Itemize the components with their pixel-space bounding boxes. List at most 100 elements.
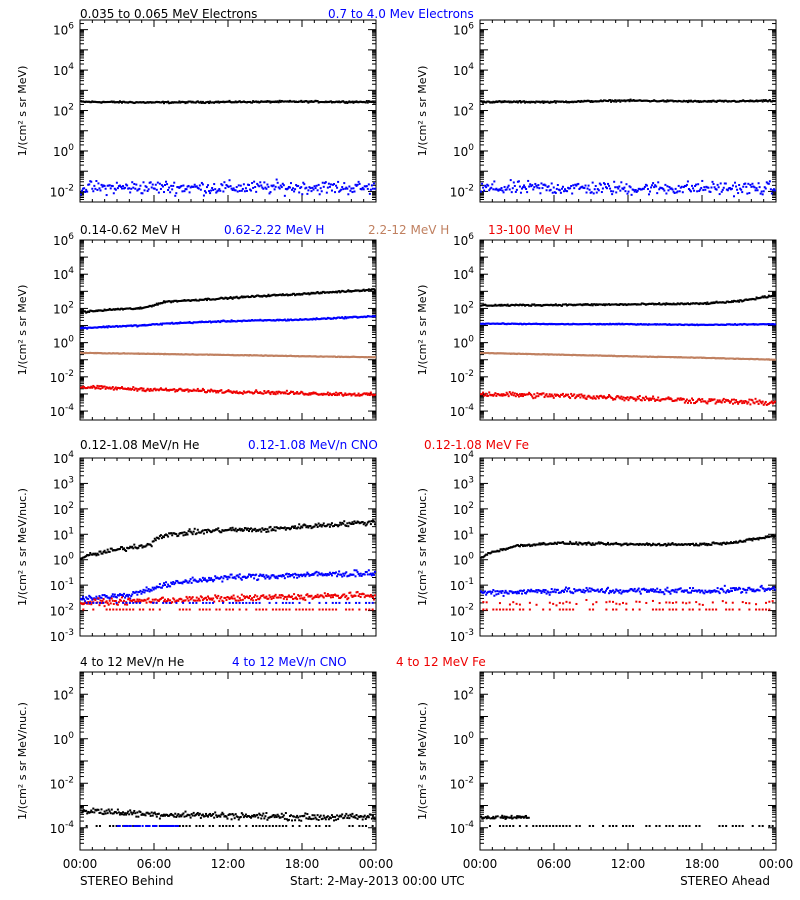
data-point xyxy=(770,295,773,298)
data-point xyxy=(622,323,625,326)
data-point xyxy=(602,323,605,326)
data-point xyxy=(336,100,339,103)
data-point xyxy=(357,289,360,292)
data-point xyxy=(207,297,210,300)
data-point xyxy=(693,189,696,192)
data-point xyxy=(651,397,654,400)
data-point xyxy=(670,356,673,359)
data-point xyxy=(701,398,704,401)
data-point xyxy=(335,356,338,359)
data-point xyxy=(200,101,203,104)
data-point xyxy=(249,296,252,299)
data-point xyxy=(636,323,639,326)
data-point xyxy=(233,354,236,357)
data-point xyxy=(555,323,558,326)
data-point xyxy=(640,302,643,305)
data-point xyxy=(687,99,690,102)
series-1 xyxy=(480,179,776,198)
data-point xyxy=(591,354,594,357)
data-point xyxy=(236,319,239,322)
data-point xyxy=(152,588,155,591)
data-point xyxy=(620,99,623,102)
data-point xyxy=(642,355,645,358)
data-point xyxy=(515,188,518,191)
data-point xyxy=(203,190,206,193)
data-point xyxy=(260,319,263,322)
data-point xyxy=(694,324,697,327)
data-point xyxy=(606,354,609,357)
data-point xyxy=(668,355,671,358)
data-point xyxy=(507,352,510,355)
data-point xyxy=(139,589,142,592)
data-point xyxy=(577,394,580,397)
data-point xyxy=(203,102,206,105)
data-point xyxy=(706,357,709,360)
data-point xyxy=(696,302,699,305)
data-point xyxy=(515,303,518,306)
data-point xyxy=(597,189,600,192)
data-point xyxy=(150,352,153,355)
data-point xyxy=(649,100,652,103)
data-point xyxy=(511,391,514,394)
data-point xyxy=(736,188,739,191)
data-point xyxy=(703,356,706,359)
data-point xyxy=(89,180,92,183)
data-point xyxy=(233,529,236,532)
data-point xyxy=(276,318,279,321)
data-point xyxy=(601,187,604,190)
data-point xyxy=(239,354,242,357)
data-point xyxy=(731,323,734,326)
data-point xyxy=(669,323,672,326)
data-point xyxy=(229,101,232,104)
data-point xyxy=(754,397,757,400)
data-point xyxy=(81,598,84,601)
data-point xyxy=(127,352,130,355)
data-point xyxy=(655,323,658,326)
data-point xyxy=(614,355,617,358)
data-point xyxy=(359,521,362,524)
data-point xyxy=(738,184,741,187)
data-point xyxy=(527,101,530,104)
data-point xyxy=(636,99,639,102)
data-point xyxy=(710,100,713,103)
data-point xyxy=(747,182,750,185)
data-point xyxy=(487,351,490,354)
data-point xyxy=(261,392,264,395)
data-point xyxy=(571,100,574,103)
data-point xyxy=(297,319,300,322)
data-point xyxy=(716,399,719,402)
data-point xyxy=(373,356,376,359)
data-point xyxy=(742,400,745,403)
data-point xyxy=(533,303,536,306)
data-point xyxy=(328,291,331,294)
data-point xyxy=(101,309,104,312)
data-point xyxy=(130,307,133,310)
data-point xyxy=(270,184,273,187)
data-point xyxy=(312,291,315,294)
data-point xyxy=(82,595,85,598)
data-point xyxy=(652,355,655,358)
data-point xyxy=(366,521,369,524)
data-point xyxy=(293,318,296,321)
data-point xyxy=(490,304,493,307)
data-point xyxy=(135,183,138,186)
data-point xyxy=(302,524,305,527)
data-point xyxy=(326,391,329,394)
data-point xyxy=(488,352,491,355)
data-point xyxy=(532,188,535,191)
data-point xyxy=(712,356,715,359)
data-point xyxy=(338,290,341,293)
data-point xyxy=(675,323,678,326)
data-point xyxy=(647,100,650,103)
data-point xyxy=(490,101,493,104)
data-point xyxy=(511,187,514,190)
data-point xyxy=(198,101,201,104)
data-point xyxy=(83,351,86,354)
data-point xyxy=(701,323,704,326)
data-point xyxy=(114,595,117,598)
data-point xyxy=(140,324,143,327)
data-point xyxy=(684,303,687,306)
data-point xyxy=(84,352,87,355)
data-point xyxy=(767,402,770,405)
data-point xyxy=(685,99,688,102)
